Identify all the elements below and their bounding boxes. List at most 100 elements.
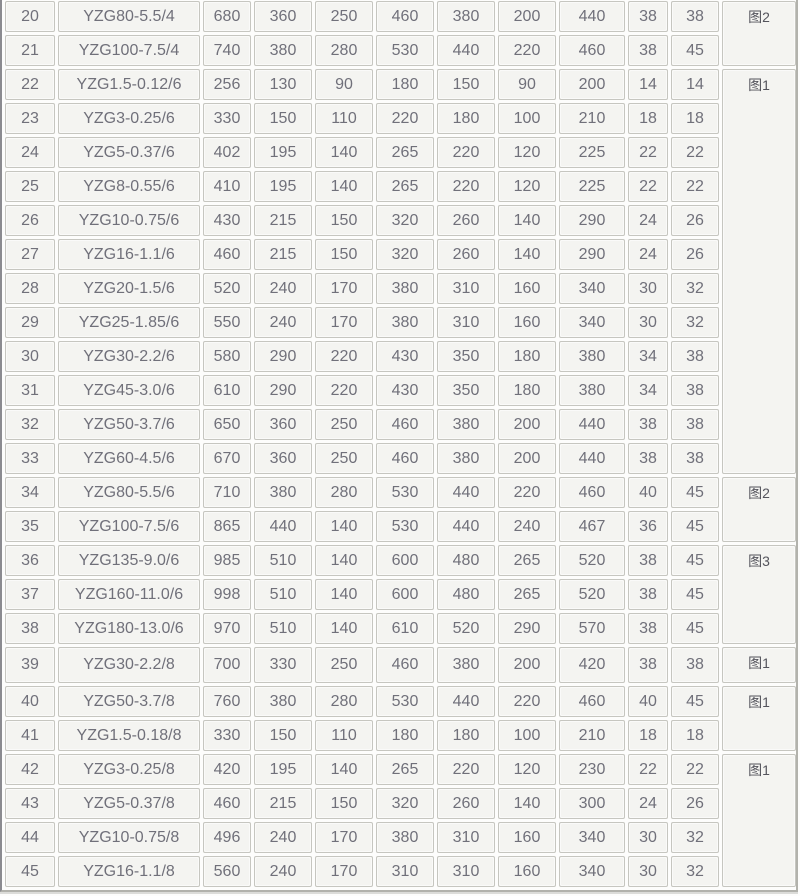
dimension-cell: 280 [315,477,373,508]
dimension-cell: 210 [559,720,625,751]
dimension-cell: 440 [559,1,625,32]
dimension-cell: 240 [254,273,312,304]
dimension-cell: 140 [315,613,373,644]
dimension-cell: 440 [437,35,495,66]
dimension-cell: 440 [254,511,312,542]
row-number-cell: 21 [5,35,55,66]
dimension-cell: 45 [671,477,719,508]
dimension-cell: 22 [628,171,668,202]
table-row: 38 YZG180-13.0/6 970 510 140 610 520 290 570 38 45 [5,613,796,644]
dimension-cell: 38 [671,443,719,474]
dimension-cell: 360 [254,443,312,474]
dimension-cell: 45 [671,686,719,717]
dimension-cell: 14 [671,69,719,100]
dimension-cell: 200 [498,1,556,32]
dimension-cell: 30 [628,856,668,887]
dimension-cell: 440 [559,409,625,440]
dimension-cell: 380 [437,1,495,32]
dimension-cell: 180 [437,103,495,134]
dimension-cell: 38 [628,579,668,610]
dimension-cell: 195 [254,171,312,202]
dimension-cell: 350 [437,375,495,406]
dimension-cell: 440 [437,686,495,717]
row-number-cell: 31 [5,375,55,406]
row-number-cell: 39 [5,647,55,683]
dimension-cell: 150 [315,788,373,819]
model-name-cell: YZG16-1.1/8 [58,856,200,887]
dimension-cell: 480 [437,579,495,610]
dimension-cell: 38 [628,545,668,576]
model-name-cell: YZG10-0.75/6 [58,205,200,236]
table-row: 27 YZG16-1.1/6 460 215 150 320 260 140 290 24 26 [5,239,796,270]
dimension-cell: 36 [628,511,668,542]
table-row: 28 YZG20-1.5/6 520 240 170 380 310 160 340 30 32 [5,273,796,304]
dimension-cell: 220 [437,754,495,785]
row-number-cell: 44 [5,822,55,853]
figure-ref-cell: 图1 [722,686,796,751]
row-number-cell: 24 [5,137,55,168]
dimension-cell: 150 [315,205,373,236]
dimension-cell: 150 [254,103,312,134]
dimension-cell: 22 [671,754,719,785]
dimension-cell: 320 [376,205,434,236]
dimension-cell: 310 [437,307,495,338]
dimension-cell: 360 [254,1,312,32]
dimension-cell: 610 [203,375,251,406]
dimension-cell: 250 [315,409,373,440]
dimension-cell: 380 [559,375,625,406]
dimension-cell: 440 [437,511,495,542]
dimension-cell: 520 [559,545,625,576]
model-name-cell: YZG10-0.75/8 [58,822,200,853]
dimension-cell: 38 [671,341,719,372]
dimension-cell: 30 [628,822,668,853]
dimension-cell: 240 [498,511,556,542]
dimension-cell: 22 [671,137,719,168]
dimension-cell: 560 [203,856,251,887]
model-name-cell: YZG1.5-0.18/8 [58,720,200,751]
dimension-cell: 140 [315,171,373,202]
figure-ref-cell: 图2 [722,1,796,66]
dimension-cell: 230 [559,754,625,785]
dimension-cell: 467 [559,511,625,542]
model-name-cell: YZG1.5-0.12/6 [58,69,200,100]
dimension-cell: 710 [203,477,251,508]
dimension-cell: 280 [315,686,373,717]
dimension-cell: 420 [203,754,251,785]
dimension-cell: 460 [376,409,434,440]
dimension-cell: 140 [315,545,373,576]
dimension-cell: 250 [315,443,373,474]
dimension-cell: 260 [437,788,495,819]
row-number-cell: 22 [5,69,55,100]
dimension-cell: 215 [254,205,312,236]
table-row: 39 YZG30-2.2/8 700 330 250 460 380 200 420 38 38 图1 [5,647,796,683]
dimension-cell: 520 [559,579,625,610]
figure-ref-cell: 图2 [722,477,796,542]
dimension-cell: 24 [628,788,668,819]
dimension-cell: 120 [498,171,556,202]
model-name-cell: YZG50-3.7/8 [58,686,200,717]
table-row: 44 YZG10-0.75/8 496 240 170 380 310 160 340 30 32 [5,822,796,853]
dimension-cell: 265 [376,137,434,168]
dimension-cell: 680 [203,1,251,32]
dimension-cell: 38 [671,409,719,440]
dimension-cell: 510 [254,545,312,576]
model-name-cell: YZG30-2.2/8 [58,647,200,683]
dimension-cell: 220 [437,137,495,168]
dimension-cell: 430 [376,375,434,406]
dimension-cell: 740 [203,35,251,66]
dimension-cell: 440 [559,443,625,474]
dimension-cell: 180 [437,720,495,751]
dimension-cell: 510 [254,613,312,644]
dimension-cell: 220 [437,171,495,202]
dimension-cell: 18 [628,720,668,751]
dimension-cell: 460 [559,686,625,717]
table-row: 33 YZG60-4.5/6 670 360 250 460 380 200 440 38 38 [5,443,796,474]
dimension-cell: 380 [559,341,625,372]
dimension-cell: 460 [203,788,251,819]
dimension-cell: 170 [315,273,373,304]
dimension-cell: 22 [628,754,668,785]
model-name-cell: YZG180-13.0/6 [58,613,200,644]
dimension-cell: 220 [498,35,556,66]
dimension-cell: 40 [628,686,668,717]
